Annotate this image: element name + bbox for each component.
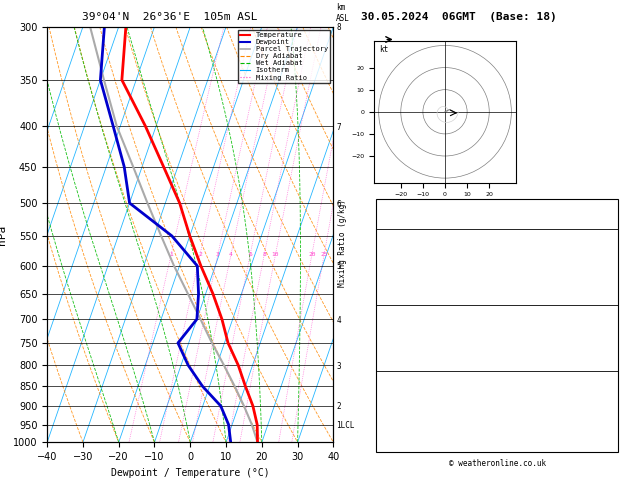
Text: 8: 8 [610,397,615,405]
Text: 6: 6 [248,252,252,257]
Text: Lifted Index: Lifted Index [379,278,444,286]
Text: 316: 316 [599,331,615,340]
Text: 3: 3 [610,343,615,351]
Text: 4: 4 [229,252,233,257]
Text: θᴇ(K): θᴇ(K) [379,266,406,275]
Text: Lifted Index: Lifted Index [379,343,444,351]
Text: 43: 43 [604,212,615,221]
Text: 25: 25 [320,252,328,257]
Text: 3: 3 [610,278,615,286]
Text: 2: 2 [198,252,202,257]
Text: Hodograph: Hodograph [473,374,521,383]
Text: 0: 0 [610,365,615,374]
Text: Totals Totals: Totals Totals [379,212,449,221]
Text: 0: 0 [610,289,615,297]
Text: 39°04'N  26°36'E  105m ASL: 39°04'N 26°36'E 105m ASL [82,12,258,22]
Text: Most Unstable: Most Unstable [462,309,532,318]
Text: K: K [379,201,385,210]
Text: 0: 0 [610,300,615,309]
Text: CIN (J): CIN (J) [379,365,417,374]
Text: 18.8: 18.8 [594,243,615,253]
Legend: Temperature, Dewpoint, Parcel Trajectory, Dry Adiabat, Wet Adiabat, Isotherm, Mi: Temperature, Dewpoint, Parcel Trajectory… [238,30,330,83]
Text: 1.56: 1.56 [594,224,615,232]
Text: CAPE (J): CAPE (J) [379,289,422,297]
Text: 16: 16 [604,201,615,210]
Text: CIN (J): CIN (J) [379,300,417,309]
Text: © weatheronline.co.uk: © weatheronline.co.uk [448,459,546,469]
Text: 3: 3 [216,252,220,257]
Text: 11.3: 11.3 [594,255,615,264]
Text: EH: EH [379,385,390,394]
Text: 0: 0 [610,385,615,394]
Text: Surface: Surface [479,232,516,242]
Text: Dewp (°C): Dewp (°C) [379,255,428,264]
Text: 1000: 1000 [594,320,615,329]
Text: km
ASL: km ASL [337,3,350,22]
Text: θᴇ (K): θᴇ (K) [379,331,411,340]
Text: 0: 0 [610,354,615,363]
Text: Mixing Ratio (g/kg): Mixing Ratio (g/kg) [338,199,347,287]
Text: 10: 10 [272,252,279,257]
Y-axis label: hPa: hPa [0,225,8,244]
Text: Temp (°C): Temp (°C) [379,243,428,253]
Text: 30.05.2024  06GMT  (Base: 18): 30.05.2024 06GMT (Base: 18) [361,12,557,22]
Text: PW (cm): PW (cm) [379,224,417,232]
Text: Pressure (mb): Pressure (mb) [379,320,449,329]
Text: 1: 1 [169,252,173,257]
Text: 8: 8 [262,252,266,257]
X-axis label: Dewpoint / Temperature (°C): Dewpoint / Temperature (°C) [111,468,270,478]
Text: kt: kt [379,45,388,54]
Text: 285°: 285° [594,408,615,417]
Text: 20: 20 [308,252,316,257]
Text: StmSpd (kt): StmSpd (kt) [379,419,438,428]
Text: CAPE (J): CAPE (J) [379,354,422,363]
Text: SREH: SREH [379,397,401,405]
Text: 6: 6 [610,419,615,428]
Text: StmDir: StmDir [379,408,411,417]
Text: 316: 316 [599,266,615,275]
